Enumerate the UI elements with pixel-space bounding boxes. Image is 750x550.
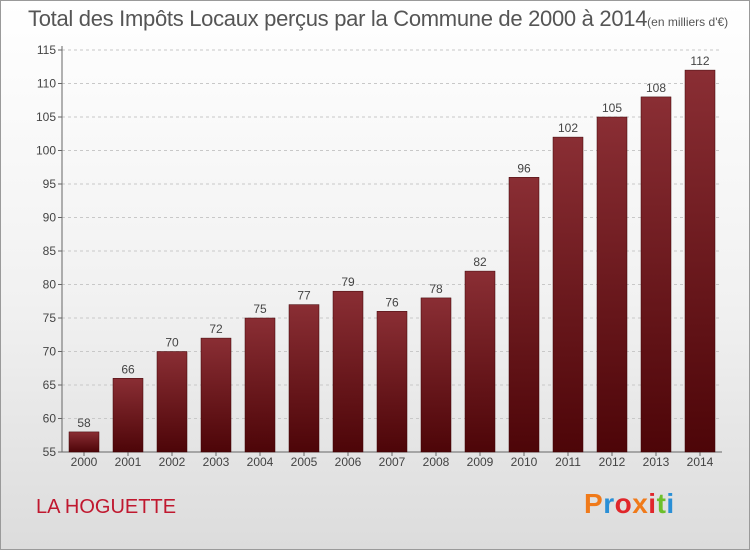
commune-name: LA HOGUETTE bbox=[36, 496, 177, 518]
y-tick-labels: 55 60 65 70 75 80 85 90 95 100 105 110 115 bbox=[36, 43, 56, 459]
x-tick-label: 2012 bbox=[599, 455, 626, 469]
x-tick-label: 2013 bbox=[643, 455, 670, 469]
bar-2004 bbox=[244, 317, 276, 453]
y-tick-label: 75 bbox=[43, 311, 57, 325]
x-tick-label: 2004 bbox=[247, 455, 274, 469]
x-tick-label: 2007 bbox=[379, 455, 406, 469]
bar-2007 bbox=[376, 311, 408, 453]
value-label: 75 bbox=[253, 302, 267, 316]
y-tick-label: 60 bbox=[43, 412, 57, 426]
y-tick-label: 85 bbox=[43, 244, 57, 258]
y-tick-label: 90 bbox=[43, 211, 57, 225]
value-label: 108 bbox=[646, 81, 666, 95]
bar-2005 bbox=[288, 304, 320, 453]
bar-2000 bbox=[68, 431, 100, 453]
x-tick-label: 2003 bbox=[203, 455, 230, 469]
value-label: 82 bbox=[473, 255, 487, 269]
proxiti-logo[interactable]: Proxiti bbox=[584, 488, 675, 520]
value-label: 77 bbox=[297, 289, 311, 303]
y-tick-label: 70 bbox=[43, 345, 57, 359]
bar-2014 bbox=[684, 69, 716, 453]
bar-2003 bbox=[200, 337, 232, 453]
chart-title: Total des Impôts Locaux perçus par la Co… bbox=[0, 6, 750, 32]
y-tick-label: 110 bbox=[37, 77, 56, 91]
bar-2012 bbox=[596, 116, 628, 453]
value-label: 105 bbox=[602, 101, 622, 115]
logo-letter: r bbox=[603, 488, 615, 519]
x-tick-label: 2009 bbox=[467, 455, 494, 469]
value-label: 96 bbox=[517, 161, 531, 175]
bar-2013 bbox=[640, 96, 672, 453]
value-label: 112 bbox=[690, 54, 709, 68]
y-tick-label: 100 bbox=[36, 144, 56, 158]
value-label: 70 bbox=[165, 336, 179, 350]
value-label: 72 bbox=[209, 322, 223, 336]
x-tick-label: 2006 bbox=[335, 455, 362, 469]
bar-2008 bbox=[420, 297, 452, 453]
value-label: 58 bbox=[77, 416, 91, 430]
logo-letter: i bbox=[666, 488, 675, 519]
value-label: 78 bbox=[429, 282, 443, 296]
y-tick-label: 105 bbox=[36, 110, 56, 124]
x-tick-label: 2001 bbox=[115, 455, 142, 469]
bar-2002 bbox=[156, 351, 188, 453]
logo-letter: t bbox=[656, 488, 667, 519]
x-tick-label: 2005 bbox=[291, 455, 318, 469]
x-tick-label: 2000 bbox=[71, 455, 98, 469]
y-tick-label: 95 bbox=[43, 177, 57, 191]
bar-2009 bbox=[464, 270, 496, 453]
x-tick-label: 2011 bbox=[555, 455, 581, 469]
logo-letter: o bbox=[614, 488, 633, 519]
x-tick-labels: 2000 2001 2002 2003 2004 2005 2006 2007 2008 2009… bbox=[71, 455, 714, 469]
logo-letter: i bbox=[648, 488, 657, 519]
y-tick-label: 55 bbox=[43, 445, 57, 459]
title-text: Total des Impôts Locaux perçus par la Co… bbox=[28, 6, 648, 31]
bar-2001 bbox=[112, 378, 144, 453]
x-tick-label: 2002 bbox=[159, 455, 186, 469]
value-labels: 58 66 70 72 75 77 79 76 78 82 96 102 105 108 112 bbox=[77, 54, 710, 430]
y-tick-label: 65 bbox=[43, 378, 57, 392]
bars bbox=[68, 69, 716, 453]
logo-letter: P bbox=[584, 488, 604, 519]
x-tick-label: 2008 bbox=[423, 455, 450, 469]
logo-letter: x bbox=[632, 488, 649, 519]
x-tick-label: 2014 bbox=[687, 455, 714, 469]
bar-2010 bbox=[508, 177, 540, 453]
bar-2011 bbox=[552, 136, 584, 453]
value-label: 66 bbox=[121, 362, 135, 376]
value-label: 76 bbox=[385, 295, 399, 309]
value-label: 102 bbox=[558, 121, 578, 135]
y-tick-label: 115 bbox=[37, 43, 56, 57]
title-unit: (en milliers d'€) bbox=[647, 15, 729, 29]
bar-2006 bbox=[332, 290, 364, 453]
x-tick-label: 2010 bbox=[511, 455, 538, 469]
value-label: 79 bbox=[341, 275, 355, 289]
y-tick-label: 80 bbox=[43, 278, 57, 292]
